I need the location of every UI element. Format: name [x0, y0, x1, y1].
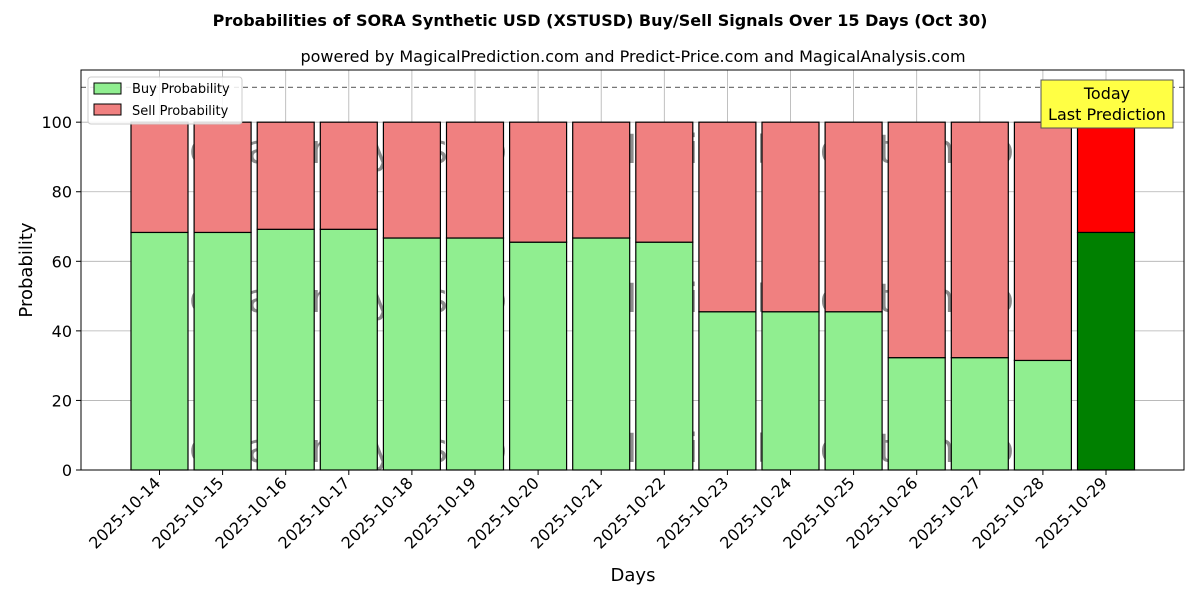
bar-sell [382, 121, 441, 239]
y-tick-label: 0 [62, 461, 72, 480]
bar-buy [382, 237, 441, 471]
bar-sell [130, 121, 189, 234]
bar-sell [572, 121, 631, 239]
legend-sell-label: Sell Probability [132, 104, 229, 119]
bar-sell [1013, 121, 1073, 362]
bar-buy [193, 231, 252, 471]
bar-sell [698, 121, 757, 313]
legend: Buy Probability Sell Probability [87, 76, 243, 125]
bar-sell [761, 121, 820, 313]
bar-sell [635, 121, 694, 243]
bar-sell [445, 121, 505, 239]
chart-subtitle: powered by MagicalPrediction.com and Pre… [300, 47, 965, 66]
bar-buy [635, 241, 694, 471]
annotation-line2: Last Prediction [1048, 105, 1166, 124]
bar-buy [761, 311, 820, 471]
legend-box [87, 76, 243, 125]
bar-buy [824, 311, 883, 471]
bar-buy [1076, 231, 1136, 471]
bar-sell [824, 121, 883, 313]
x-axis-label: Days [611, 565, 656, 586]
bar-buy [256, 228, 315, 471]
y-tick-label: 80 [52, 183, 72, 202]
legend-sell-swatch [93, 103, 122, 116]
chart-title: Probabilities of SORA Synthetic USD (XST… [213, 11, 988, 30]
bar-buy [445, 237, 505, 471]
bar-sell [1076, 121, 1136, 234]
bar-buy [887, 357, 946, 471]
bar-buy [1013, 359, 1073, 471]
legend-buy-label: Buy Probability [132, 82, 230, 97]
bar-sell [509, 121, 568, 243]
plot-frame [80, 69, 1185, 471]
annotation-line1: Today [1083, 84, 1130, 103]
bar-buy [319, 228, 378, 471]
bars-layer [81, 86, 1184, 471]
annotation-box [1040, 79, 1174, 129]
bar-sell [950, 121, 1009, 359]
bar-buy [130, 231, 189, 471]
bar-sell [193, 121, 252, 234]
bar-buy [509, 241, 568, 471]
y-tick-label: 100 [41, 113, 72, 132]
bar-sell [319, 121, 378, 230]
bar-sell [887, 121, 946, 359]
today-annotation: Today Last Prediction [1040, 79, 1174, 129]
bar-sell [256, 121, 315, 230]
y-tick-label: 60 [52, 252, 72, 271]
bar-buy [698, 311, 757, 471]
bar-buy [950, 357, 1009, 471]
y-tick-label: 40 [52, 322, 72, 341]
y-tick-label: 20 [52, 391, 72, 410]
y-axis-label: Probability [16, 222, 37, 317]
bar-buy [572, 237, 631, 471]
legend-buy-swatch [93, 82, 122, 95]
